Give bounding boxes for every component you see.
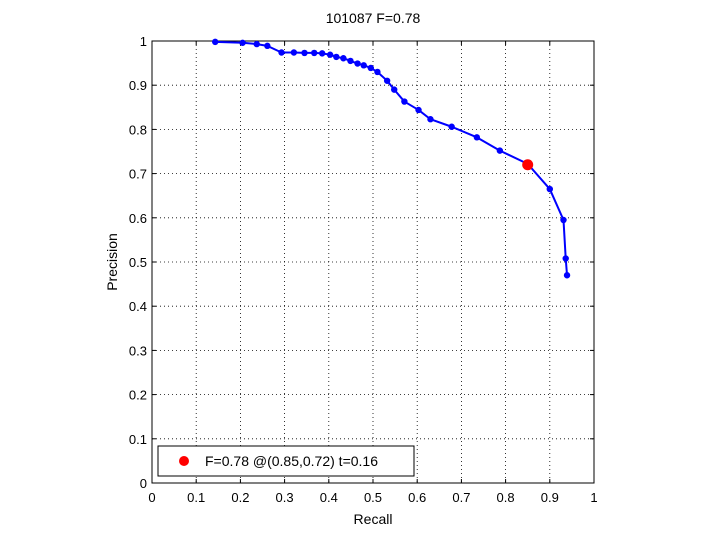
y-tick-labels: 0 0.1 0.2 0.3 0.4 0.5 0.6 0.7 0.8 0.9 1 xyxy=(129,34,147,491)
x-axis-label: Recall xyxy=(354,511,393,527)
data-point xyxy=(391,86,398,93)
data-point xyxy=(473,134,481,141)
data-point xyxy=(427,116,434,123)
y-tick-label: 0.3 xyxy=(129,343,147,358)
y-tick-label: 1 xyxy=(140,34,147,49)
data-point xyxy=(326,51,334,58)
y-tick-label: 0.2 xyxy=(129,388,147,403)
x-tick-labels: 0 0.1 0.2 0.3 0.4 0.5 0.6 0.7 0.8 0.9 1 xyxy=(148,490,597,505)
axis-ticks xyxy=(151,40,595,484)
x-tick-label: 0.6 xyxy=(408,490,426,505)
y-tick-label: 0.6 xyxy=(129,211,147,226)
y-tick-label: 0.8 xyxy=(129,122,147,137)
chart-title: 101087 F=0.78 xyxy=(326,10,421,26)
x-tick-label: 0.3 xyxy=(276,490,294,505)
data-point xyxy=(318,50,326,57)
data-point xyxy=(560,216,567,224)
x-tick-label: 0 xyxy=(148,490,155,505)
x-tick-label: 0.8 xyxy=(497,490,515,505)
data-point xyxy=(340,55,347,62)
data-point xyxy=(290,49,298,56)
x-tick-label: 0.1 xyxy=(187,490,205,505)
y-tick-label: 0 xyxy=(140,476,147,491)
data-point xyxy=(448,123,455,130)
x-tick-label: 0.5 xyxy=(364,490,382,505)
data-point xyxy=(347,57,354,65)
data-point xyxy=(333,53,340,61)
best-f-point xyxy=(522,159,534,171)
x-tick-label: 0.7 xyxy=(452,490,470,505)
highlight-layer xyxy=(522,159,534,171)
data-point xyxy=(212,38,219,46)
legend-box xyxy=(157,445,415,477)
y-tick-label: 0.9 xyxy=(129,78,147,93)
x-tick-label: 0.4 xyxy=(320,490,338,505)
data-point xyxy=(496,147,504,154)
data-point xyxy=(253,40,260,48)
y-tick-label: 0.7 xyxy=(129,167,147,182)
y-tick-label: 0.1 xyxy=(129,432,147,447)
x-tick-label: 1 xyxy=(590,490,597,505)
data-point xyxy=(562,255,569,262)
data-point xyxy=(278,49,285,56)
data-point xyxy=(311,49,318,57)
data-point xyxy=(383,77,391,84)
data-point xyxy=(301,49,308,57)
legend-label: F=0.78 @(0.85,0.72) t=0.16 xyxy=(205,453,378,469)
data-point xyxy=(546,185,553,193)
data-point xyxy=(415,106,422,114)
y-tick-label: 0.5 xyxy=(129,255,147,270)
data-point xyxy=(367,64,374,72)
data-point xyxy=(401,98,408,105)
x-tick-label: 0.9 xyxy=(541,490,559,505)
y-tick-label: 0.4 xyxy=(129,299,147,314)
data-point xyxy=(360,62,367,69)
legend-marker xyxy=(179,456,189,466)
data-point xyxy=(374,68,381,76)
series-layer xyxy=(212,38,571,279)
x-tick-label: 0.2 xyxy=(231,490,249,505)
data-point xyxy=(239,39,246,46)
grid xyxy=(152,41,594,483)
data-point xyxy=(563,272,571,279)
y-axis-label: Precision xyxy=(104,233,120,291)
data-point xyxy=(354,60,361,67)
data-point xyxy=(264,42,271,50)
legend: F=0.78 @(0.85,0.72) t=0.16 xyxy=(157,445,415,477)
series-line xyxy=(215,40,569,276)
